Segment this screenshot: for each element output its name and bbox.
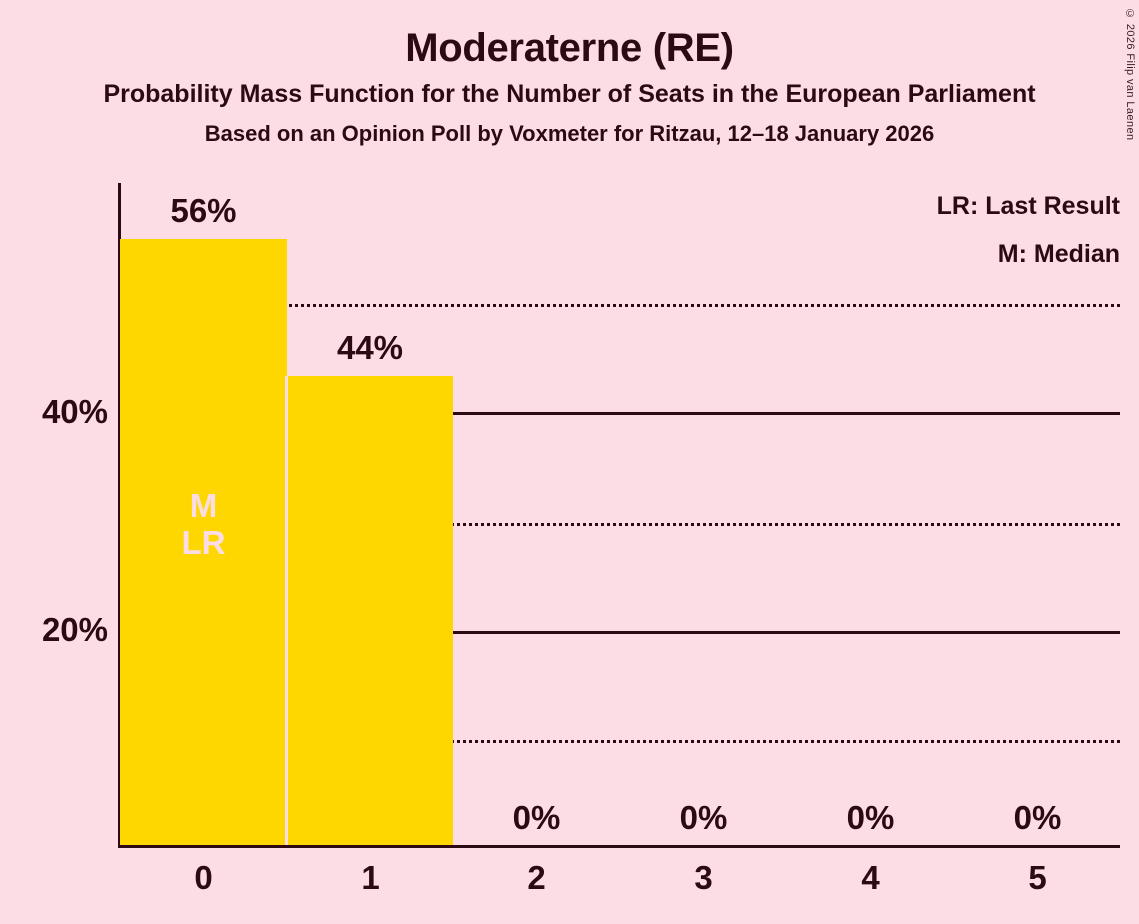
bar-value-label-5: 0%: [1013, 799, 1062, 836]
gridline-40: [120, 412, 1120, 415]
page-title: Moderaterne (RE): [405, 26, 734, 70]
x-axis-tick-2: 2: [527, 859, 546, 896]
chart-subtitle: Probability Mass Function for the Number…: [103, 80, 1036, 108]
last-result-marker-label: LR: [181, 524, 226, 561]
gridline-10: [120, 740, 1120, 743]
bar-value-label-4: 0%: [846, 799, 895, 836]
bar-seats-1[interactable]: [287, 376, 453, 845]
gridline-20: [120, 631, 1120, 634]
legend: LR: Last Result M: Median: [937, 182, 1120, 278]
copyright-notice: © 2026 Filip van Laenen: [1124, 8, 1136, 141]
bar-value-label-3: 0%: [679, 799, 728, 836]
x-axis-tick-1: 1: [361, 859, 380, 896]
x-axis-tick-3: 3: [694, 859, 713, 896]
chart-source-note: Based on an Opinion Poll by Voxmeter for…: [204, 121, 935, 146]
bar-value-label-2: 0%: [512, 799, 561, 836]
plot-area: 56% 44% 0% 0% 0% 0% M LR 0 1 2 3 4 5: [118, 183, 1120, 896]
legend-item-median: M: Median: [997, 240, 1120, 268]
gridline-30: [120, 523, 1120, 526]
chart-header: Moderaterne (RE) Probability Mass Functi…: [0, 0, 1139, 149]
y-axis-tick-20: 20%: [41, 611, 108, 648]
bar-value-label-1: 44%: [336, 329, 404, 366]
x-axis-tick-4: 4: [861, 859, 880, 896]
legend-item-last-result: LR: Last Result: [936, 192, 1120, 220]
median-marker-label: M: [189, 487, 218, 524]
x-axis-line: [118, 845, 1120, 848]
x-axis-tick-5: 5: [1028, 859, 1047, 896]
y-axis-line: [118, 183, 121, 848]
bar-separator: [285, 376, 288, 845]
x-axis-tick-0: 0: [194, 859, 213, 896]
gridline-50: [120, 304, 1120, 307]
y-axis-tick-40: 40%: [41, 393, 108, 430]
bar-value-label-0: 56%: [170, 192, 237, 229]
bar-markers-seats-0: M LR: [120, 487, 287, 561]
bar-seats-0[interactable]: [120, 239, 287, 845]
